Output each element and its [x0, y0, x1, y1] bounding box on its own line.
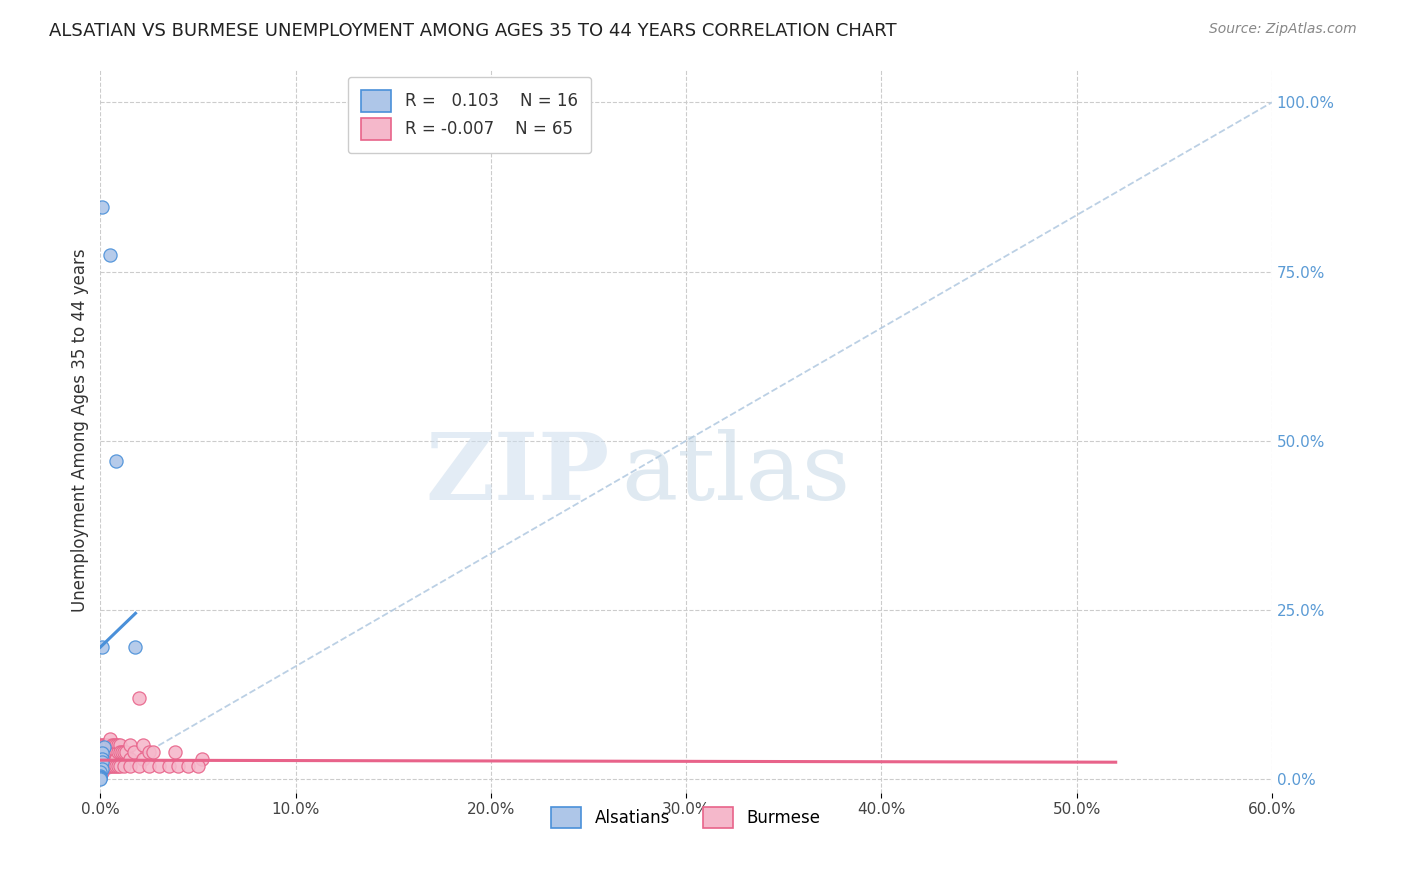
Point	[89, 745, 111, 759]
Point	[157, 758, 180, 772]
Point	[104, 454, 127, 468]
Point	[93, 758, 115, 772]
Text: Source: ZipAtlas.com: Source: ZipAtlas.com	[1209, 22, 1357, 37]
Point	[128, 758, 150, 772]
Point	[107, 745, 129, 759]
Point	[108, 745, 131, 759]
Point	[108, 758, 131, 772]
Point	[112, 758, 135, 772]
Point	[108, 739, 131, 753]
Point	[104, 752, 127, 766]
Point	[91, 762, 114, 776]
Point	[89, 752, 111, 766]
Point	[138, 758, 160, 772]
Point	[104, 739, 127, 753]
Point	[89, 765, 111, 780]
Point	[148, 758, 170, 772]
Point	[98, 247, 121, 261]
Point	[132, 739, 155, 753]
Point	[101, 739, 124, 753]
Point	[112, 745, 135, 759]
Point	[89, 771, 111, 785]
Point	[98, 752, 121, 766]
Point	[167, 758, 190, 772]
Point	[118, 739, 141, 753]
Point	[89, 770, 111, 784]
Point	[104, 758, 127, 772]
Point	[89, 765, 111, 780]
Point	[96, 745, 118, 759]
Point	[122, 745, 145, 759]
Point	[111, 745, 134, 759]
Point	[128, 690, 150, 705]
Point	[107, 739, 129, 753]
Point	[163, 745, 186, 759]
Point	[89, 772, 111, 786]
Point	[93, 752, 115, 766]
Point	[118, 752, 141, 766]
Point	[101, 758, 124, 772]
Point	[191, 752, 214, 766]
Point	[187, 758, 209, 772]
Point	[93, 745, 115, 759]
Point	[97, 745, 120, 759]
Legend: Alsatians, Burmese: Alsatians, Burmese	[544, 800, 828, 835]
Point	[91, 745, 114, 759]
Point	[91, 758, 114, 772]
Point	[104, 745, 127, 759]
Point	[142, 745, 165, 759]
Point	[96, 752, 118, 766]
Text: atlas: atlas	[621, 429, 851, 519]
Point	[118, 758, 141, 772]
Point	[91, 200, 114, 214]
Point	[138, 745, 160, 759]
Point	[101, 745, 124, 759]
Text: ALSATIAN VS BURMESE UNEMPLOYMENT AMONG AGES 35 TO 44 YEARS CORRELATION CHART: ALSATIAN VS BURMESE UNEMPLOYMENT AMONG A…	[49, 22, 897, 40]
Point	[107, 758, 129, 772]
Point	[89, 772, 111, 786]
Point	[91, 747, 114, 761]
Point	[101, 752, 124, 766]
Point	[93, 739, 115, 753]
Point	[96, 739, 118, 753]
Point	[97, 752, 120, 766]
Point	[132, 752, 155, 766]
Point	[97, 758, 120, 772]
Point	[96, 758, 118, 772]
Point	[89, 739, 111, 753]
Point	[89, 769, 111, 783]
Point	[103, 745, 125, 759]
Point	[93, 739, 115, 754]
Point	[98, 758, 121, 772]
Point	[91, 752, 114, 766]
Point	[89, 758, 111, 772]
Point	[98, 745, 121, 759]
Point	[97, 739, 120, 753]
Point	[91, 765, 114, 780]
Text: ZIP: ZIP	[426, 429, 610, 519]
Point	[124, 640, 146, 655]
Point	[103, 758, 125, 772]
Point	[91, 739, 114, 753]
Y-axis label: Unemployment Among Ages 35 to 44 years: Unemployment Among Ages 35 to 44 years	[72, 249, 89, 613]
Point	[91, 752, 114, 766]
Point	[91, 755, 114, 769]
Point	[114, 745, 136, 759]
Point	[91, 640, 114, 655]
Point	[177, 758, 200, 772]
Point	[98, 731, 121, 746]
Point	[103, 739, 125, 753]
